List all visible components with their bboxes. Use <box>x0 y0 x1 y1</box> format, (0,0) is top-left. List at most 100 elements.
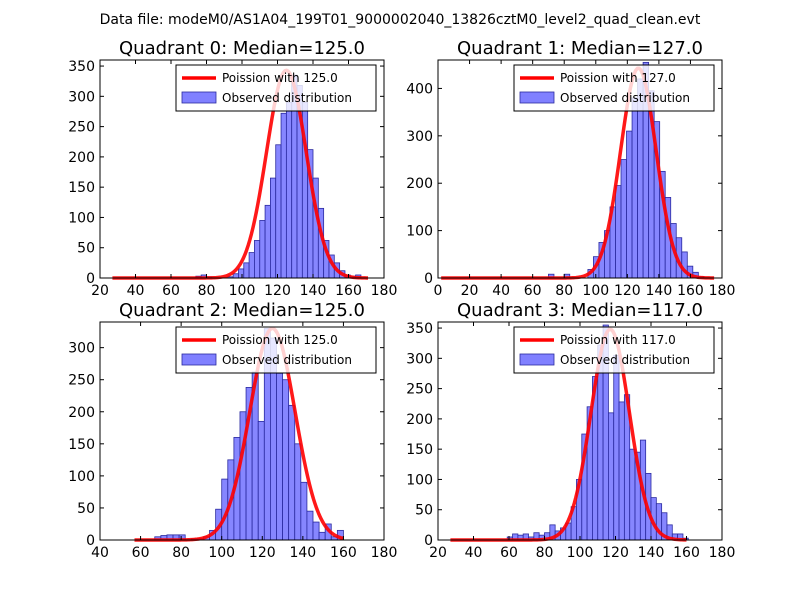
x-tick-label: 140 <box>300 283 327 299</box>
x-tick-label: 20 <box>429 545 447 561</box>
x-tick-label: 120 <box>602 545 629 561</box>
histogram-bar <box>238 268 245 279</box>
x-tick-label: 160 <box>673 545 700 561</box>
histogram-bar <box>294 443 302 541</box>
histogram-bar <box>607 412 615 541</box>
x-tick-label: 140 <box>646 283 673 299</box>
x-tick-label: 180 <box>709 283 736 299</box>
histogram-bar <box>257 420 265 541</box>
histogram-bar <box>631 97 638 279</box>
y-tick-label: 150 <box>406 442 433 458</box>
legend-label-observed: Observed distribution <box>560 353 690 367</box>
x-tick-label: 140 <box>289 545 316 561</box>
x-tick-label: 80 <box>555 283 573 299</box>
quadrant-0-panel: Quadrant 0: Median=125.0 20 40 60 80 100 120 1… <box>68 38 397 299</box>
y-tick-label: 150 <box>68 437 95 453</box>
x-tick-label: 120 <box>264 283 291 299</box>
histogram-bar <box>288 404 296 541</box>
x-tick-label: 40 <box>492 283 510 299</box>
axes-frame <box>99 321 385 541</box>
y-tick-label: 100 <box>406 224 433 240</box>
x-tick-label: 180 <box>371 283 398 299</box>
histogram-bar <box>615 185 622 279</box>
histogram-bar <box>269 177 277 279</box>
legend: Poission with 125.0 Observed distribution <box>175 64 377 112</box>
legend-label-poisson: Poission with 117.0 <box>560 333 676 347</box>
legend-bar-swatch <box>181 91 217 104</box>
histogram-bar <box>254 240 261 279</box>
quadrant-3-panel: Quadrant 3: Median=117.0 20 40 60 80 100 120 1… <box>406 300 735 561</box>
x-tick-label: 180 <box>709 545 736 561</box>
histogram-bar <box>232 273 239 279</box>
x-tick-label: 100 <box>208 545 235 561</box>
y-tick-label: 0 <box>86 271 95 287</box>
histogram-bar <box>629 448 636 541</box>
x-tick-label: 40 <box>465 545 483 561</box>
y-tick-label: 50 <box>77 241 95 257</box>
x-tick-label: 40 <box>91 545 109 561</box>
x-tick-label: 100 <box>582 283 609 299</box>
histogram-bar <box>626 130 633 279</box>
quadrant-1-title: Quadrant 1: Median=127.0 <box>457 38 703 59</box>
y-tick-label: 0 <box>424 271 433 287</box>
quadrant-2-title: Quadrant 2: Median=125.0 <box>119 300 365 321</box>
x-tick-label: 80 <box>536 545 554 561</box>
y-tick-label: 350 <box>68 59 95 75</box>
y-tick-label: 50 <box>415 503 433 519</box>
y-tick-label: 250 <box>68 373 95 389</box>
x-tick-label: 60 <box>132 545 150 561</box>
y-tick-label: 100 <box>68 469 95 485</box>
legend-label-poisson: Poission with 127.0 <box>560 71 676 85</box>
x-tick-label: 40 <box>127 283 145 299</box>
x-tick-label: 0 <box>434 283 443 299</box>
histogram-bar <box>248 252 255 279</box>
y-tick-label: 300 <box>406 129 433 145</box>
legend-label-observed: Observed distribution <box>222 91 352 105</box>
quadrant-2-panel: Quadrant 2: Median=125.0 40 60 80 100 120 140… <box>68 300 397 561</box>
legend-bar-swatch <box>519 353 555 366</box>
histogram-bar <box>280 112 287 279</box>
y-tick-label: 200 <box>406 412 433 428</box>
quadrant-0-title: Quadrant 0: Median=125.0 <box>119 38 365 59</box>
quadrant-3-title: Quadrant 3: Median=117.0 <box>457 300 703 321</box>
x-tick-label: 100 <box>229 283 256 299</box>
histogram-bar <box>312 521 320 541</box>
figure-title: Data file: modeM0/AS1A04_199T01_90000020… <box>100 12 701 28</box>
y-tick-label: 200 <box>68 405 95 421</box>
legend-label-observed: Observed distribution <box>560 91 690 105</box>
x-tick-label: 100 <box>567 545 594 561</box>
y-tick-label: 200 <box>406 176 433 192</box>
legend-bar-swatch <box>519 91 555 104</box>
histogram-bar <box>285 101 293 279</box>
y-tick-label: 300 <box>68 89 95 105</box>
x-tick-label: 160 <box>335 283 362 299</box>
y-tick-label: 350 <box>406 321 433 337</box>
histogram-bar <box>259 220 266 279</box>
histogram-bar <box>282 379 290 541</box>
x-tick-label: 60 <box>162 283 180 299</box>
legend-bar-swatch <box>181 353 217 366</box>
y-tick-label: 0 <box>86 533 95 549</box>
legend-label-observed: Observed distribution <box>222 353 352 367</box>
histogram-bar <box>318 531 326 541</box>
x-tick-label: 120 <box>249 545 276 561</box>
y-tick-label: 50 <box>77 501 95 517</box>
histogram-bar <box>264 204 271 279</box>
x-tick-label: 60 <box>500 545 518 561</box>
quadrant-1-panel: Quadrant 1: Median=127.0 0 20 40 60 80 100 120… <box>406 38 735 299</box>
histogram-bar <box>300 481 308 541</box>
x-tick-label: 20 <box>461 283 479 299</box>
x-tick-label: 180 <box>371 545 398 561</box>
y-tick-label: 250 <box>68 120 95 136</box>
histogram-bar <box>275 144 282 279</box>
y-tick-label: 300 <box>406 351 433 367</box>
legend: Poission with 117.0 Observed distribution <box>513 326 715 374</box>
legend-label-poisson: Poission with 125.0 <box>222 71 338 85</box>
legend: Poission with 125.0 Observed distribution <box>175 326 377 374</box>
x-tick-label: 160 <box>677 283 704 299</box>
x-tick-label: 80 <box>198 283 216 299</box>
x-tick-label: 160 <box>330 545 357 561</box>
histogram-bar <box>276 372 283 541</box>
y-tick-label: 200 <box>68 150 95 166</box>
